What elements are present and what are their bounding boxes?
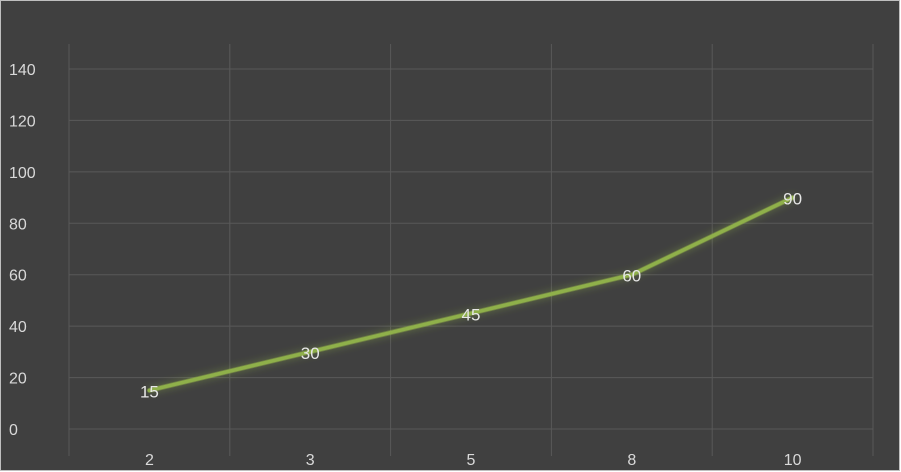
data-point <box>630 273 634 277</box>
y-tick-label: 120 <box>9 113 36 130</box>
x-tick-label: 10 <box>784 452 802 469</box>
gridlines <box>68 44 874 456</box>
y-tick-label: 60 <box>9 268 27 285</box>
x-tick-label: 5 <box>467 452 476 469</box>
series-line-glow <box>146 195 796 393</box>
data-label: 30 <box>301 344 320 363</box>
y-tick-label: 40 <box>9 319 27 336</box>
data-label: 15 <box>140 382 159 401</box>
y-tick-label: 20 <box>9 371 27 388</box>
x-tick-label: 8 <box>627 452 636 469</box>
series <box>146 195 796 393</box>
data-labels: 15 30 45 60 90 <box>140 190 802 402</box>
y-tick-label: 0 <box>9 422 18 439</box>
data-point <box>469 311 473 315</box>
data-point <box>791 196 795 200</box>
data-label: 60 <box>622 267 641 286</box>
series-line <box>147 195 795 393</box>
x-tick-label: 2 <box>145 452 154 469</box>
y-axis-tick-labels: 0 20 40 60 80 100 120 140 <box>9 62 36 439</box>
data-point <box>147 388 151 392</box>
y-tick-label: 80 <box>9 216 27 233</box>
y-tick-label: 140 <box>9 62 36 79</box>
y-tick-label: 100 <box>9 165 36 182</box>
x-axis-tick-labels: 2 3 5 8 10 <box>145 452 802 469</box>
data-label: 45 <box>462 305 481 324</box>
data-point <box>308 350 312 354</box>
x-tick-label: 3 <box>306 452 315 469</box>
data-label: 90 <box>783 190 802 209</box>
